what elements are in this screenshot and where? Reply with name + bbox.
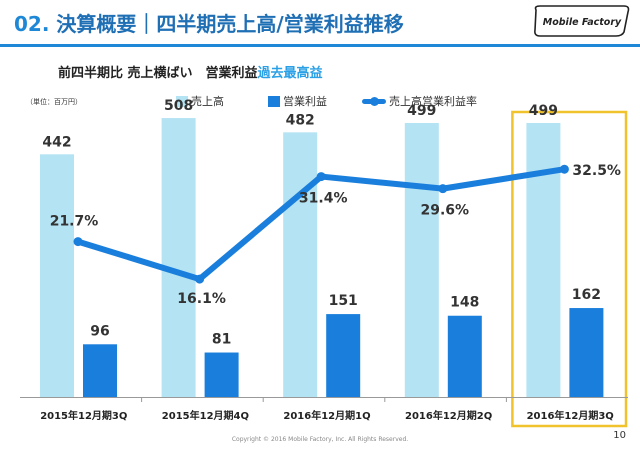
legend-label-margin: 売上高営業利益率 [389, 95, 477, 108]
section-title: 決算概要｜四半期売上高/営業利益推移 [56, 12, 404, 36]
category-label: 2015年12月期3Q [40, 409, 127, 422]
category-label: 2016年12月期2Q [405, 409, 492, 422]
category-label: 2015年12月期4Q [162, 409, 249, 422]
margin-value-label: 16.1% [177, 291, 226, 307]
category-label: 2016年12月期3Q [527, 409, 614, 422]
profit-bar [447, 315, 482, 397]
sales-bar [283, 132, 318, 397]
sales-value-label: 499 [407, 103, 436, 119]
company-logo: Mobile Factory [534, 5, 630, 37]
margin-value-label: 29.6% [421, 203, 470, 219]
margin-point [73, 237, 83, 247]
margin-point [559, 164, 569, 174]
profit-value-label: 151 [329, 293, 358, 309]
sales-value-label: 499 [529, 103, 558, 119]
margin-line [75, 166, 568, 283]
profit-bar [204, 352, 239, 397]
legend-label-profit: 営業利益 [283, 95, 327, 108]
margin-point [316, 172, 326, 182]
margin-point [438, 184, 448, 194]
copyright-text: Copyright © 2016 Mobile Factory, Inc. Al… [231, 436, 409, 443]
category-label: 2016年12月期1Q [283, 409, 370, 422]
sales-bar [161, 118, 196, 397]
profit-value-label: 162 [572, 287, 601, 303]
sales-value-label: 442 [42, 134, 71, 150]
profit-value-label: 96 [90, 323, 109, 339]
unit-label: （単位：百万円） [26, 98, 82, 106]
summary-text: 前四半期比 売上横ばい 営業利益過去最高益 [58, 62, 323, 81]
logo-text: Mobile Factory [543, 17, 622, 28]
legend-swatch-margin [362, 96, 386, 106]
legend-item-sales: 売上高 [176, 93, 224, 109]
legend-swatch-sales [176, 95, 188, 107]
title-divider [0, 44, 640, 47]
chart-legend: 売上高 営業利益 売上高営業利益率 [0, 93, 640, 109]
summary-highlight: 過去最高益 [257, 66, 323, 81]
margin-value-label: 31.4% [299, 191, 348, 207]
profit-bar [326, 314, 361, 397]
sales-value-label: 508 [164, 98, 193, 114]
legend-label-sales: 売上高 [191, 95, 224, 108]
profit-bar [569, 308, 604, 397]
profit-bar [83, 344, 117, 397]
profit-value-label: 81 [212, 332, 231, 348]
sales-bar [526, 123, 561, 398]
legend-swatch-profit [268, 95, 280, 107]
page-title: 02. 決算概要｜四半期売上高/営業利益推移 [14, 8, 404, 37]
sales-bar [40, 154, 74, 397]
sales-value-label: 482 [286, 112, 315, 128]
margin-value-label: 21.7% [50, 214, 99, 230]
legend-item-margin: 売上高営業利益率 [362, 93, 477, 109]
legend-item-profit: 営業利益 [268, 93, 327, 109]
margin-point [195, 274, 205, 284]
sales-bar [404, 123, 439, 398]
page-number: 10 [613, 430, 626, 441]
profit-value-label: 148 [450, 295, 479, 311]
highlight-box [511, 110, 628, 428]
section-number: 02. [14, 12, 50, 36]
margin-value-label: 32.5% [572, 163, 621, 179]
summary-prefix: 前四半期比 売上横ばい 営業利益 [58, 66, 258, 81]
